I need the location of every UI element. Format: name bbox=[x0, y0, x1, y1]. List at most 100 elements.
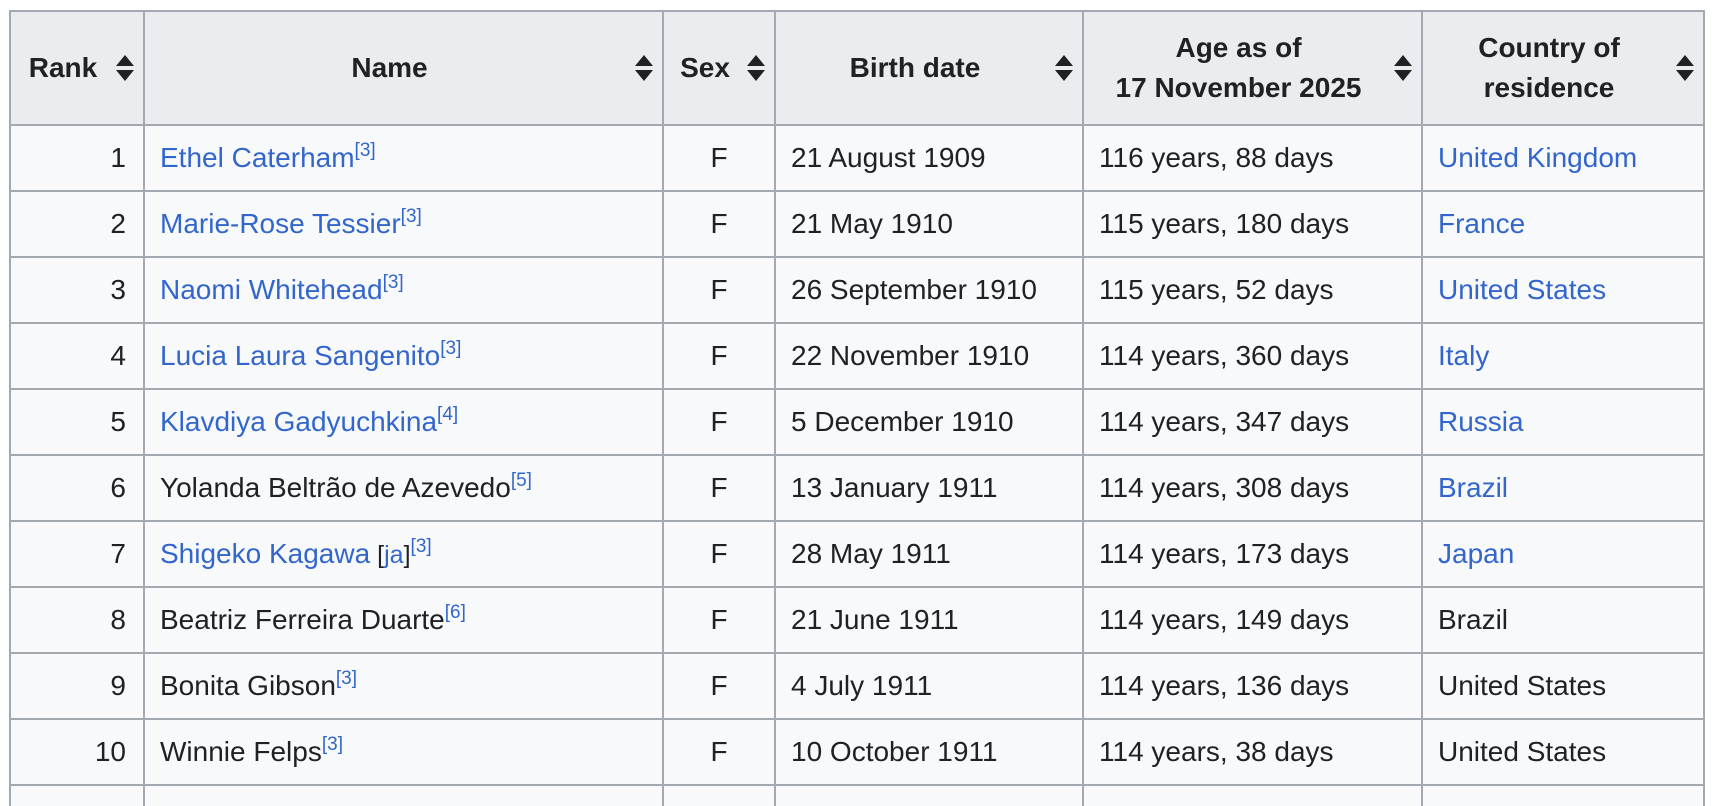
age-cell: 114 years, 38 days bbox=[1082, 718, 1423, 786]
country-cell: Russia bbox=[1421, 388, 1705, 456]
country-link[interactable]: France bbox=[1438, 208, 1526, 239]
footnote-ref[interactable]: 3 bbox=[383, 272, 404, 293]
rank-cell: 3 bbox=[9, 256, 145, 324]
country-link[interactable]: Russia bbox=[1438, 406, 1524, 437]
age-cell: 115 years, 180 days bbox=[1082, 190, 1423, 258]
sex-cell: F bbox=[662, 586, 776, 654]
footnote-ref[interactable]: 3 bbox=[401, 206, 422, 227]
footnote-ref[interactable]: 3 bbox=[322, 734, 343, 755]
empty-cell bbox=[143, 784, 664, 806]
sex-cell: F bbox=[662, 520, 776, 588]
footnote-ref[interactable]: 3 bbox=[336, 668, 357, 689]
col-header-birth-date-label: Birth date bbox=[849, 52, 981, 83]
country-cell: Japan bbox=[1421, 520, 1705, 588]
sex-cell: F bbox=[662, 322, 776, 390]
name-cell: Marie-Rose Tessier3 bbox=[143, 190, 664, 258]
col-header-name-label: Name bbox=[351, 52, 428, 83]
name-cell: Klavdiya Gadyuchkina4 bbox=[143, 388, 664, 456]
footnote-ref[interactable]: 3 bbox=[411, 536, 432, 557]
country-link[interactable]: Japan bbox=[1438, 538, 1515, 569]
person-link: Yolanda Beltrão de Azevedo bbox=[160, 472, 511, 503]
footnote-ref[interactable]: 3 bbox=[355, 140, 376, 161]
person-link[interactable]: Ethel Caterham bbox=[160, 142, 355, 173]
rank-cell: 1 bbox=[9, 124, 145, 192]
rank-cell: 10 bbox=[9, 718, 145, 786]
person-link[interactable]: Naomi Whitehead bbox=[160, 274, 383, 305]
col-header-sex-label: Sex bbox=[680, 52, 730, 83]
footnote-ref[interactable]: 6 bbox=[445, 602, 466, 623]
col-header-birth-date[interactable]: Birth date bbox=[774, 10, 1084, 126]
rank-cell: 2 bbox=[9, 190, 145, 258]
col-header-age[interactable]: Age as of 17 November 2025 bbox=[1082, 10, 1423, 126]
age-cell: 114 years, 136 days bbox=[1082, 652, 1423, 720]
person-link: Beatriz Ferreira Duarte bbox=[160, 604, 445, 635]
age-cell: 114 years, 149 days bbox=[1082, 586, 1423, 654]
footnote-ref[interactable]: 3 bbox=[440, 338, 461, 359]
table-row: 3 Naomi Whitehead3 F 26 September 1910 1… bbox=[9, 256, 1705, 324]
sex-cell: F bbox=[662, 454, 776, 522]
birth-date-cell: 21 May 1910 bbox=[774, 190, 1084, 258]
person-link[interactable]: Shigeko Kagawa bbox=[160, 537, 371, 569]
empty-cell bbox=[1082, 784, 1423, 806]
sort-icon bbox=[635, 55, 653, 81]
col-header-rank[interactable]: Rank bbox=[9, 10, 145, 126]
country-link: United States bbox=[1438, 670, 1607, 701]
country-cell: Brazil bbox=[1421, 586, 1705, 654]
rank-cell: 6 bbox=[9, 454, 145, 522]
rank-cell: 7 bbox=[9, 520, 145, 588]
col-header-country-label-line2: residence bbox=[1483, 72, 1615, 103]
name-cell: Shigeko Kagawa ja 3 bbox=[143, 520, 664, 588]
age-cell: 114 years, 308 days bbox=[1082, 454, 1423, 522]
birth-date-cell: 22 November 1910 bbox=[774, 322, 1084, 390]
person-link: Bonita Gibson bbox=[160, 670, 336, 701]
col-header-country-label-line1: Country of bbox=[1478, 32, 1620, 63]
sex-cell: F bbox=[662, 652, 776, 720]
table-row: 4 Lucia Laura Sangenito3 F 22 November 1… bbox=[9, 322, 1705, 390]
birth-date-cell: 10 October 1911 bbox=[774, 718, 1084, 786]
name-cell: Winnie Felps3 bbox=[143, 718, 664, 786]
col-header-sex[interactable]: Sex bbox=[662, 10, 776, 126]
sex-cell: F bbox=[662, 388, 776, 456]
birth-date-cell: 26 September 1910 bbox=[774, 256, 1084, 324]
country-link: United States bbox=[1438, 736, 1607, 767]
table-row-partial bbox=[9, 784, 1705, 806]
country-cell: United States bbox=[1421, 652, 1705, 720]
person-link[interactable]: Klavdiya Gadyuchkina bbox=[160, 406, 438, 437]
table-row: 1 Ethel Caterham3 F 21 August 1909 116 y… bbox=[9, 124, 1705, 192]
rank-cell: 4 bbox=[9, 322, 145, 390]
person-link: Winnie Felps bbox=[160, 736, 322, 767]
name-cell: Yolanda Beltrão de Azevedo5 bbox=[143, 454, 664, 522]
country-cell: France bbox=[1421, 190, 1705, 258]
country-link[interactable]: Brazil bbox=[1438, 472, 1509, 503]
person-link[interactable]: Lucia Laura Sangenito bbox=[160, 340, 441, 371]
interlanguage-link-code[interactable]: ja bbox=[384, 540, 404, 569]
country-cell: United States bbox=[1421, 256, 1705, 324]
country-link[interactable]: United Kingdom bbox=[1438, 142, 1638, 173]
sort-icon bbox=[747, 55, 765, 81]
col-header-age-label-line2: 17 November 2025 bbox=[1115, 72, 1362, 103]
oldest-living-people-table: Rank Name Sex Birth date Age as of bbox=[9, 10, 1705, 806]
header-row: Rank Name Sex Birth date Age as of bbox=[9, 10, 1705, 126]
table-row: 8 Beatriz Ferreira Duarte6 F 21 June 191… bbox=[9, 586, 1705, 654]
age-cell: 114 years, 173 days bbox=[1082, 520, 1423, 588]
sex-cell: F bbox=[662, 256, 776, 324]
age-cell: 116 years, 88 days bbox=[1082, 124, 1423, 192]
country-link[interactable]: Italy bbox=[1438, 340, 1490, 371]
table-row: 10 Winnie Felps3 F 10 October 1911 114 y… bbox=[9, 718, 1705, 786]
country-cell: Brazil bbox=[1421, 454, 1705, 522]
sex-cell: F bbox=[662, 124, 776, 192]
country-cell: United States bbox=[1421, 718, 1705, 786]
table-row: 7 Shigeko Kagawa ja 3 F 28 May 1911 114 ye… bbox=[9, 520, 1705, 588]
footnote-ref[interactable]: 5 bbox=[511, 470, 532, 491]
age-cell: 115 years, 52 days bbox=[1082, 256, 1423, 324]
col-header-country[interactable]: Country of residence bbox=[1421, 10, 1705, 126]
age-cell: 114 years, 347 days bbox=[1082, 388, 1423, 456]
name-cell: Bonita Gibson3 bbox=[143, 652, 664, 720]
name-cell: Lucia Laura Sangenito3 bbox=[143, 322, 664, 390]
col-header-name[interactable]: Name bbox=[143, 10, 664, 126]
name-cell: Naomi Whitehead3 bbox=[143, 256, 664, 324]
person-link[interactable]: Marie-Rose Tessier bbox=[160, 208, 401, 239]
country-link[interactable]: United States bbox=[1438, 274, 1607, 305]
sort-icon bbox=[116, 55, 134, 81]
footnote-ref[interactable]: 4 bbox=[437, 404, 458, 425]
